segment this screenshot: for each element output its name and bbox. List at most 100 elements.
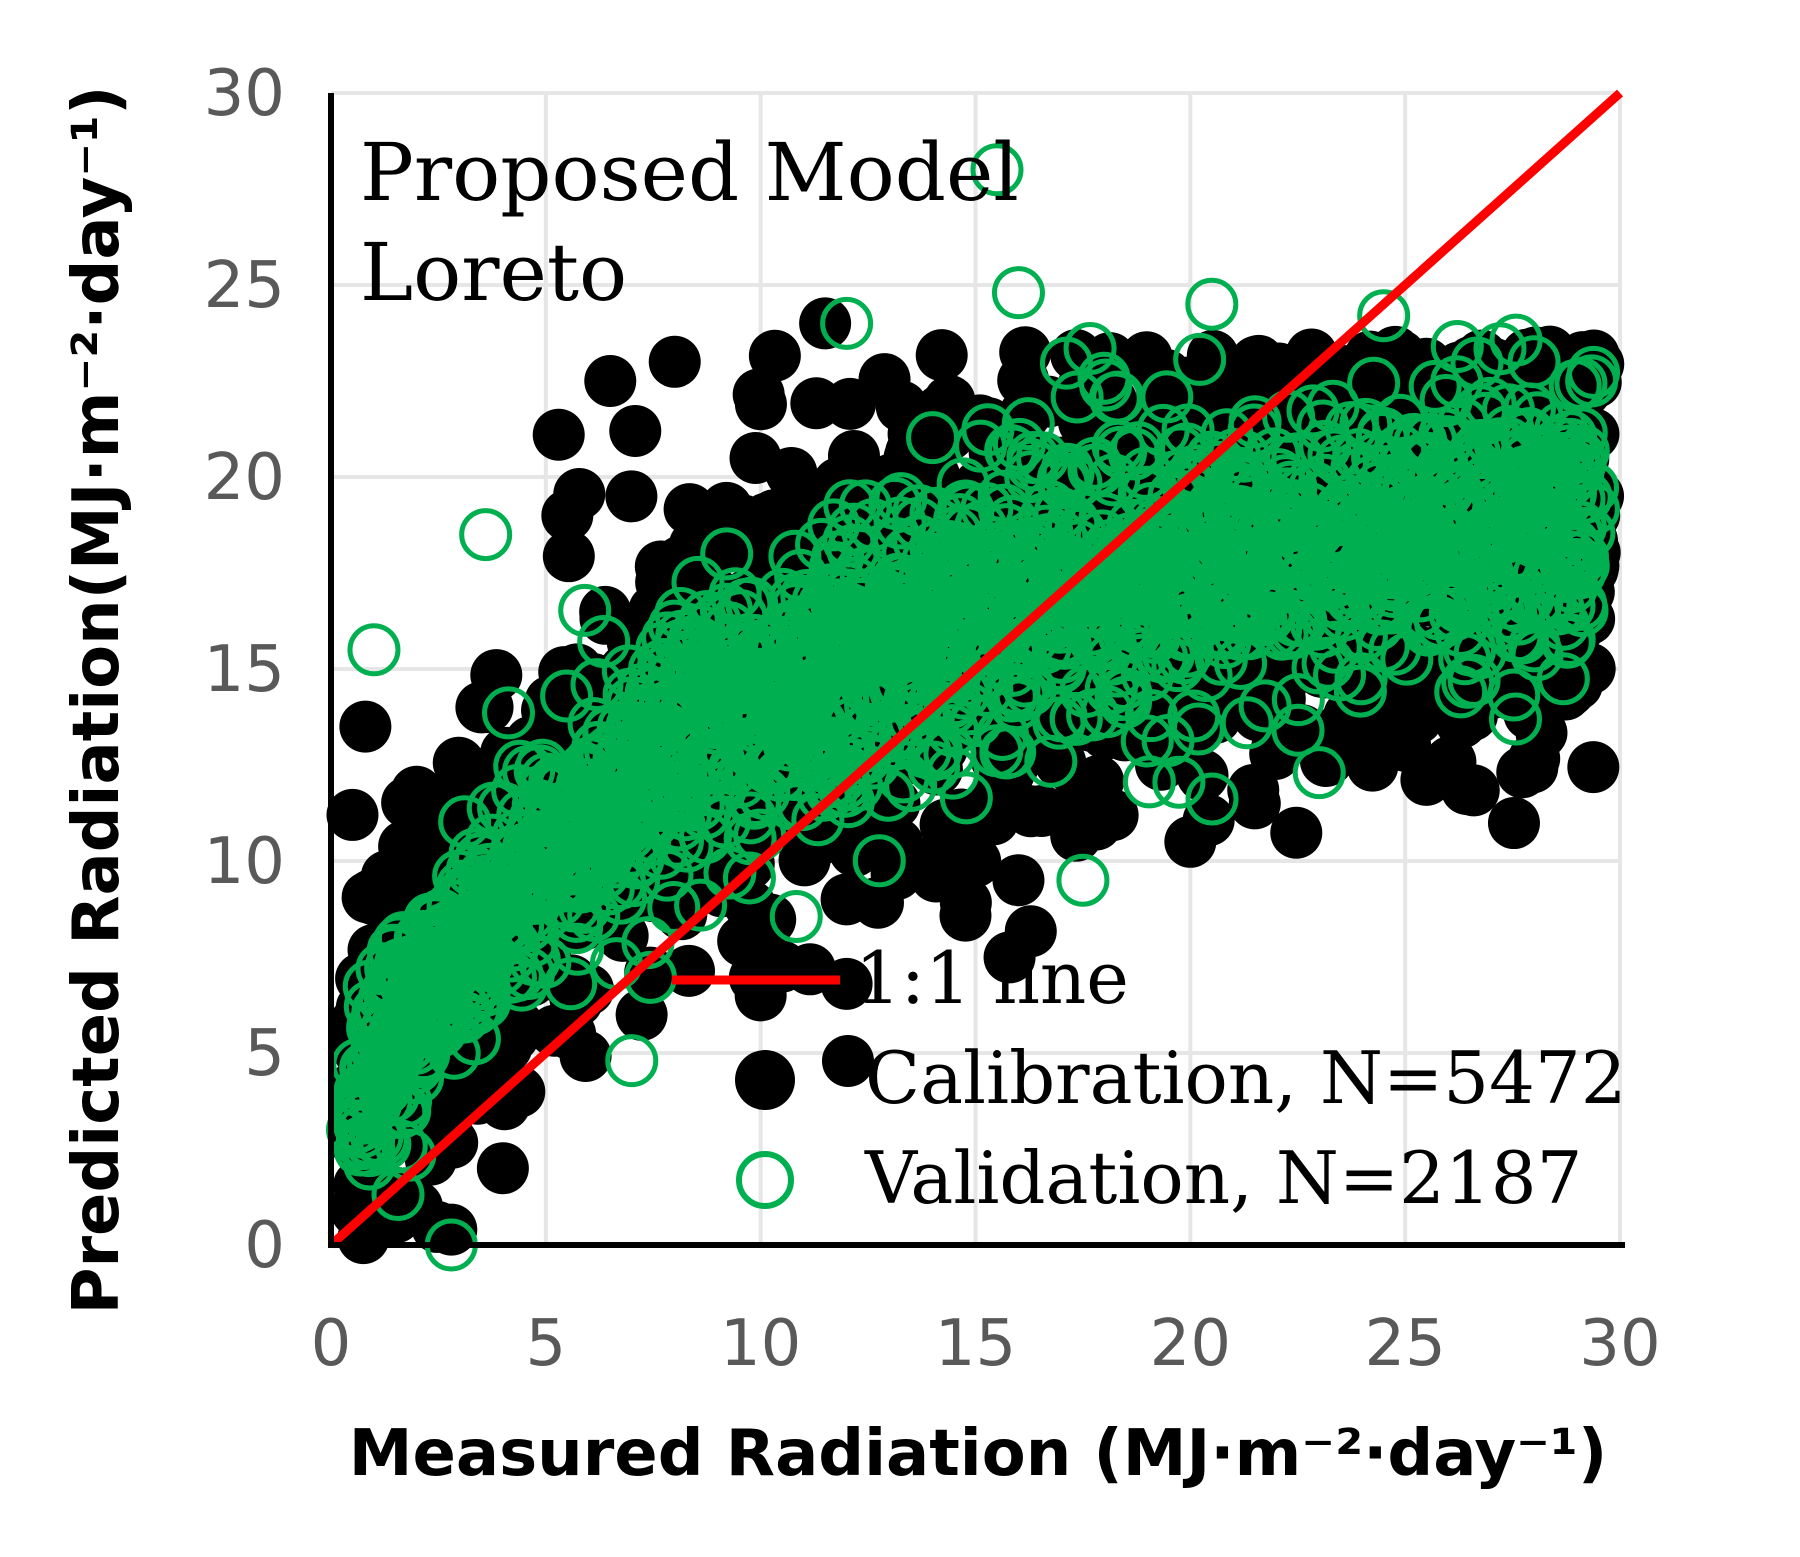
- validation-point: [1497, 453, 1551, 507]
- validation-point: [671, 778, 725, 832]
- validation-point: [1535, 510, 1589, 564]
- y-tick-label: 25: [204, 249, 285, 323]
- validation-point: [555, 757, 609, 811]
- validation-point: [823, 479, 877, 533]
- validation-point: [1179, 649, 1233, 703]
- validation-point: [778, 718, 832, 772]
- legend: 1:1 line Calibration, N=5472 Validation,…: [672, 936, 1627, 1220]
- validation-point: [1150, 496, 1204, 550]
- validation-point: [1292, 470, 1346, 524]
- calibration-point: [734, 378, 787, 431]
- validation-point: [357, 1063, 411, 1117]
- legend-one-to-one-label: 1:1 line: [855, 936, 1129, 1020]
- calibration-point: [1339, 342, 1392, 395]
- validation-point: [1185, 772, 1239, 826]
- x-tick-label: 5: [525, 1307, 566, 1381]
- validation-point: [343, 1137, 397, 1191]
- validation-point: [898, 725, 952, 779]
- calibration-point: [799, 297, 852, 350]
- validation-point: [1554, 357, 1608, 411]
- x-tick-label: 0: [311, 1307, 352, 1381]
- validation-point: [928, 649, 982, 703]
- validation-point: [1163, 585, 1217, 639]
- calibration-point: [949, 835, 1002, 888]
- validation-point: [1003, 663, 1057, 717]
- validation-point: [540, 669, 594, 723]
- validation-point: [661, 750, 715, 804]
- calibration-point: [1440, 763, 1493, 816]
- validation-point: [1536, 597, 1590, 651]
- validation-point: [827, 502, 881, 556]
- axes: [328, 93, 1625, 1248]
- x-tick-label: 30: [1579, 1307, 1660, 1381]
- calibration-point: [390, 765, 443, 818]
- validation-point: [970, 143, 1024, 197]
- validation-point: [558, 583, 612, 637]
- validation-point: [1312, 575, 1366, 629]
- validation-point: [482, 686, 536, 740]
- calibration-point: [790, 377, 843, 430]
- validation-point: [1454, 559, 1508, 613]
- calibration-point: [1567, 741, 1620, 794]
- validation-point: [861, 768, 915, 822]
- validation-point: [1495, 609, 1549, 663]
- validation-point: [620, 683, 674, 737]
- validation-point: [1428, 540, 1482, 594]
- validation-point: [1173, 332, 1227, 386]
- calibration-point: [939, 889, 992, 942]
- validation-point: [459, 508, 513, 562]
- validation-point: [1301, 636, 1355, 690]
- x-axis-title: Measured Radiation (MJ·m⁻²·day⁻¹): [349, 1417, 1607, 1491]
- legend-calibration-label: Calibration, N=5472: [865, 1036, 1627, 1120]
- validation-point: [956, 564, 1010, 618]
- validation-point: [1313, 648, 1367, 702]
- validation-point: [1271, 703, 1325, 757]
- validation-point: [1141, 714, 1195, 768]
- validation-point: [640, 848, 694, 902]
- legend-calibration-swatch: [735, 1050, 795, 1110]
- validation-point: [1124, 494, 1178, 548]
- validation-point: [1443, 623, 1497, 677]
- validation-point: [985, 643, 1039, 697]
- calibration-point: [1186, 329, 1239, 382]
- validation-point: [1414, 596, 1468, 650]
- y-tick-label: 10: [204, 825, 285, 899]
- y-axis-title: Predicted Radiation(MJ·m⁻²·day⁻¹): [60, 86, 134, 1315]
- validation-point: [1059, 584, 1113, 638]
- validation-point: [768, 529, 822, 583]
- validation-point: [391, 936, 445, 990]
- validation-point: [490, 949, 544, 1003]
- legend-validation-label: Validation, N=2187: [864, 1136, 1582, 1220]
- validation-point: [840, 660, 894, 714]
- validation-point: [698, 795, 752, 849]
- validation-point: [1152, 755, 1206, 809]
- calibration-point: [584, 355, 637, 407]
- validation-point: [489, 867, 543, 921]
- validation-point: [723, 635, 777, 689]
- calibration-point: [919, 798, 972, 851]
- validation-point: [1434, 665, 1488, 719]
- validation-point: [535, 808, 589, 862]
- validation-point: [567, 815, 621, 869]
- validation-point: [874, 574, 928, 628]
- validation-point: [1540, 445, 1594, 499]
- validation-point: [1528, 541, 1582, 595]
- validation-point: [954, 500, 1008, 554]
- validation-point: [507, 933, 561, 987]
- validation-point: [1106, 498, 1160, 552]
- validation-point: [1567, 345, 1621, 399]
- calibration-point: [347, 873, 400, 926]
- validation-point: [1265, 487, 1319, 541]
- validation-point: [1077, 351, 1131, 405]
- y-tick-label: 15: [204, 633, 285, 707]
- validation-point: [1542, 472, 1596, 526]
- calibration-point: [1506, 741, 1559, 794]
- validation-point: [868, 663, 922, 717]
- calibration-point: [1228, 777, 1281, 830]
- one-to-one-line: [328, 89, 1623, 1249]
- validation-point: [1271, 673, 1325, 727]
- validation-point: [1286, 384, 1340, 438]
- validation-point: [703, 846, 757, 900]
- calibration-point: [541, 489, 594, 542]
